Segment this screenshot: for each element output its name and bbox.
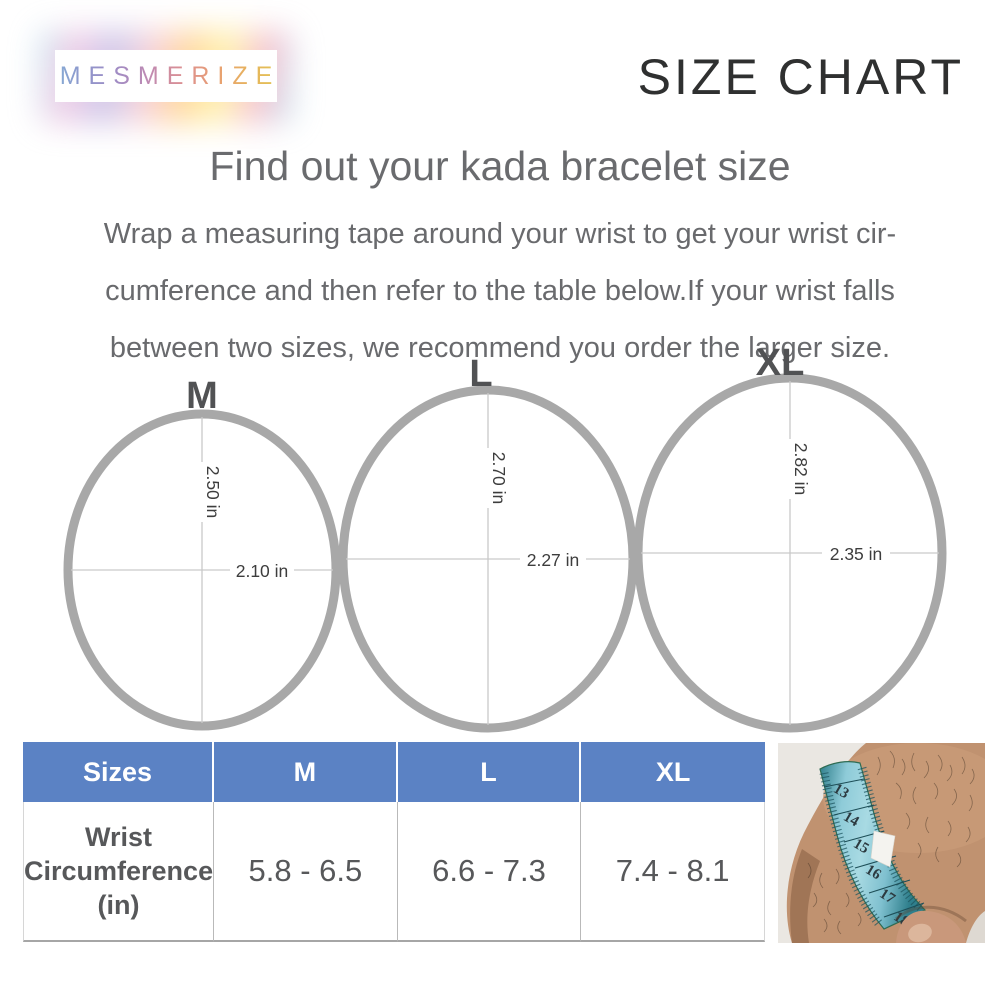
table-row-label: Wrist Circumference (in)	[23, 802, 215, 942]
brand-name: MESMERIZE	[52, 62, 281, 91]
ring-l: L 2.70 in 2.27 in	[338, 353, 638, 733]
ring-l-label: L	[469, 353, 492, 395]
table-header-l: L	[397, 742, 582, 802]
page-title: SIZE CHART	[637, 49, 964, 105]
brand-logo: MESMERIZE	[39, 30, 293, 124]
tape-number-15: 15	[851, 836, 872, 857]
ring-xl: XL 2.82 in 2.35 in	[633, 342, 947, 733]
table-header-m: M	[214, 742, 398, 802]
tape-ticks-left	[819, 772, 884, 928]
photo-corner-background	[966, 911, 985, 943]
intro-line-1: Wrap a measuring tape around your wrist …	[103, 218, 897, 250]
wrist-measuring-photo: 13 14 15 16 17 18	[778, 743, 985, 943]
arm-shadow	[790, 849, 820, 943]
ring-xl-vertical-measure: 2.82 in	[791, 443, 811, 496]
tape-number-13: 13	[831, 781, 852, 802]
ring-m-vertical-measure: 2.50 in	[203, 466, 223, 519]
ring-xl-label: XL	[756, 342, 805, 384]
intro-paragraph: Wrap a measuring tape around your wrist …	[40, 206, 960, 377]
thumb-nail	[908, 923, 932, 943]
table-header-xl: XL	[581, 742, 765, 802]
table-value-m: 5.8 - 6.5	[214, 802, 398, 942]
intro-line-3: between two sizes, we recommend you orde…	[109, 332, 891, 364]
row-label-line-1: Wrist	[85, 822, 153, 852]
size-table: Sizes M L XL Wrist Circumference (in) 5.…	[23, 742, 765, 942]
thumb-shadow	[894, 905, 967, 923]
row-label-line-2: Circumference	[24, 856, 214, 886]
row-label-line-3: (in)	[97, 890, 140, 920]
ring-m: M 2.50 in 2.10 in	[63, 375, 341, 731]
table-value-l: 6.6 - 7.3	[397, 802, 582, 942]
ring-m-label: M	[186, 375, 218, 417]
ring-l-vertical-measure: 2.70 in	[489, 452, 509, 505]
intro-heading: Find out your kada bracelet size	[209, 143, 791, 189]
logo-box: MESMERIZE	[55, 50, 277, 102]
table-value-xl: 7.4 - 8.1	[581, 802, 765, 942]
intro-line-2: cumference and then refer to the table b…	[105, 275, 895, 307]
ring-m-horizontal-measure: 2.10 in	[236, 561, 289, 581]
tape-end-tab	[870, 830, 896, 868]
ring-l-horizontal-measure: 2.27 in	[527, 550, 580, 570]
ring-xl-horizontal-measure: 2.35 in	[830, 544, 883, 564]
table-header-sizes: Sizes	[23, 742, 215, 802]
